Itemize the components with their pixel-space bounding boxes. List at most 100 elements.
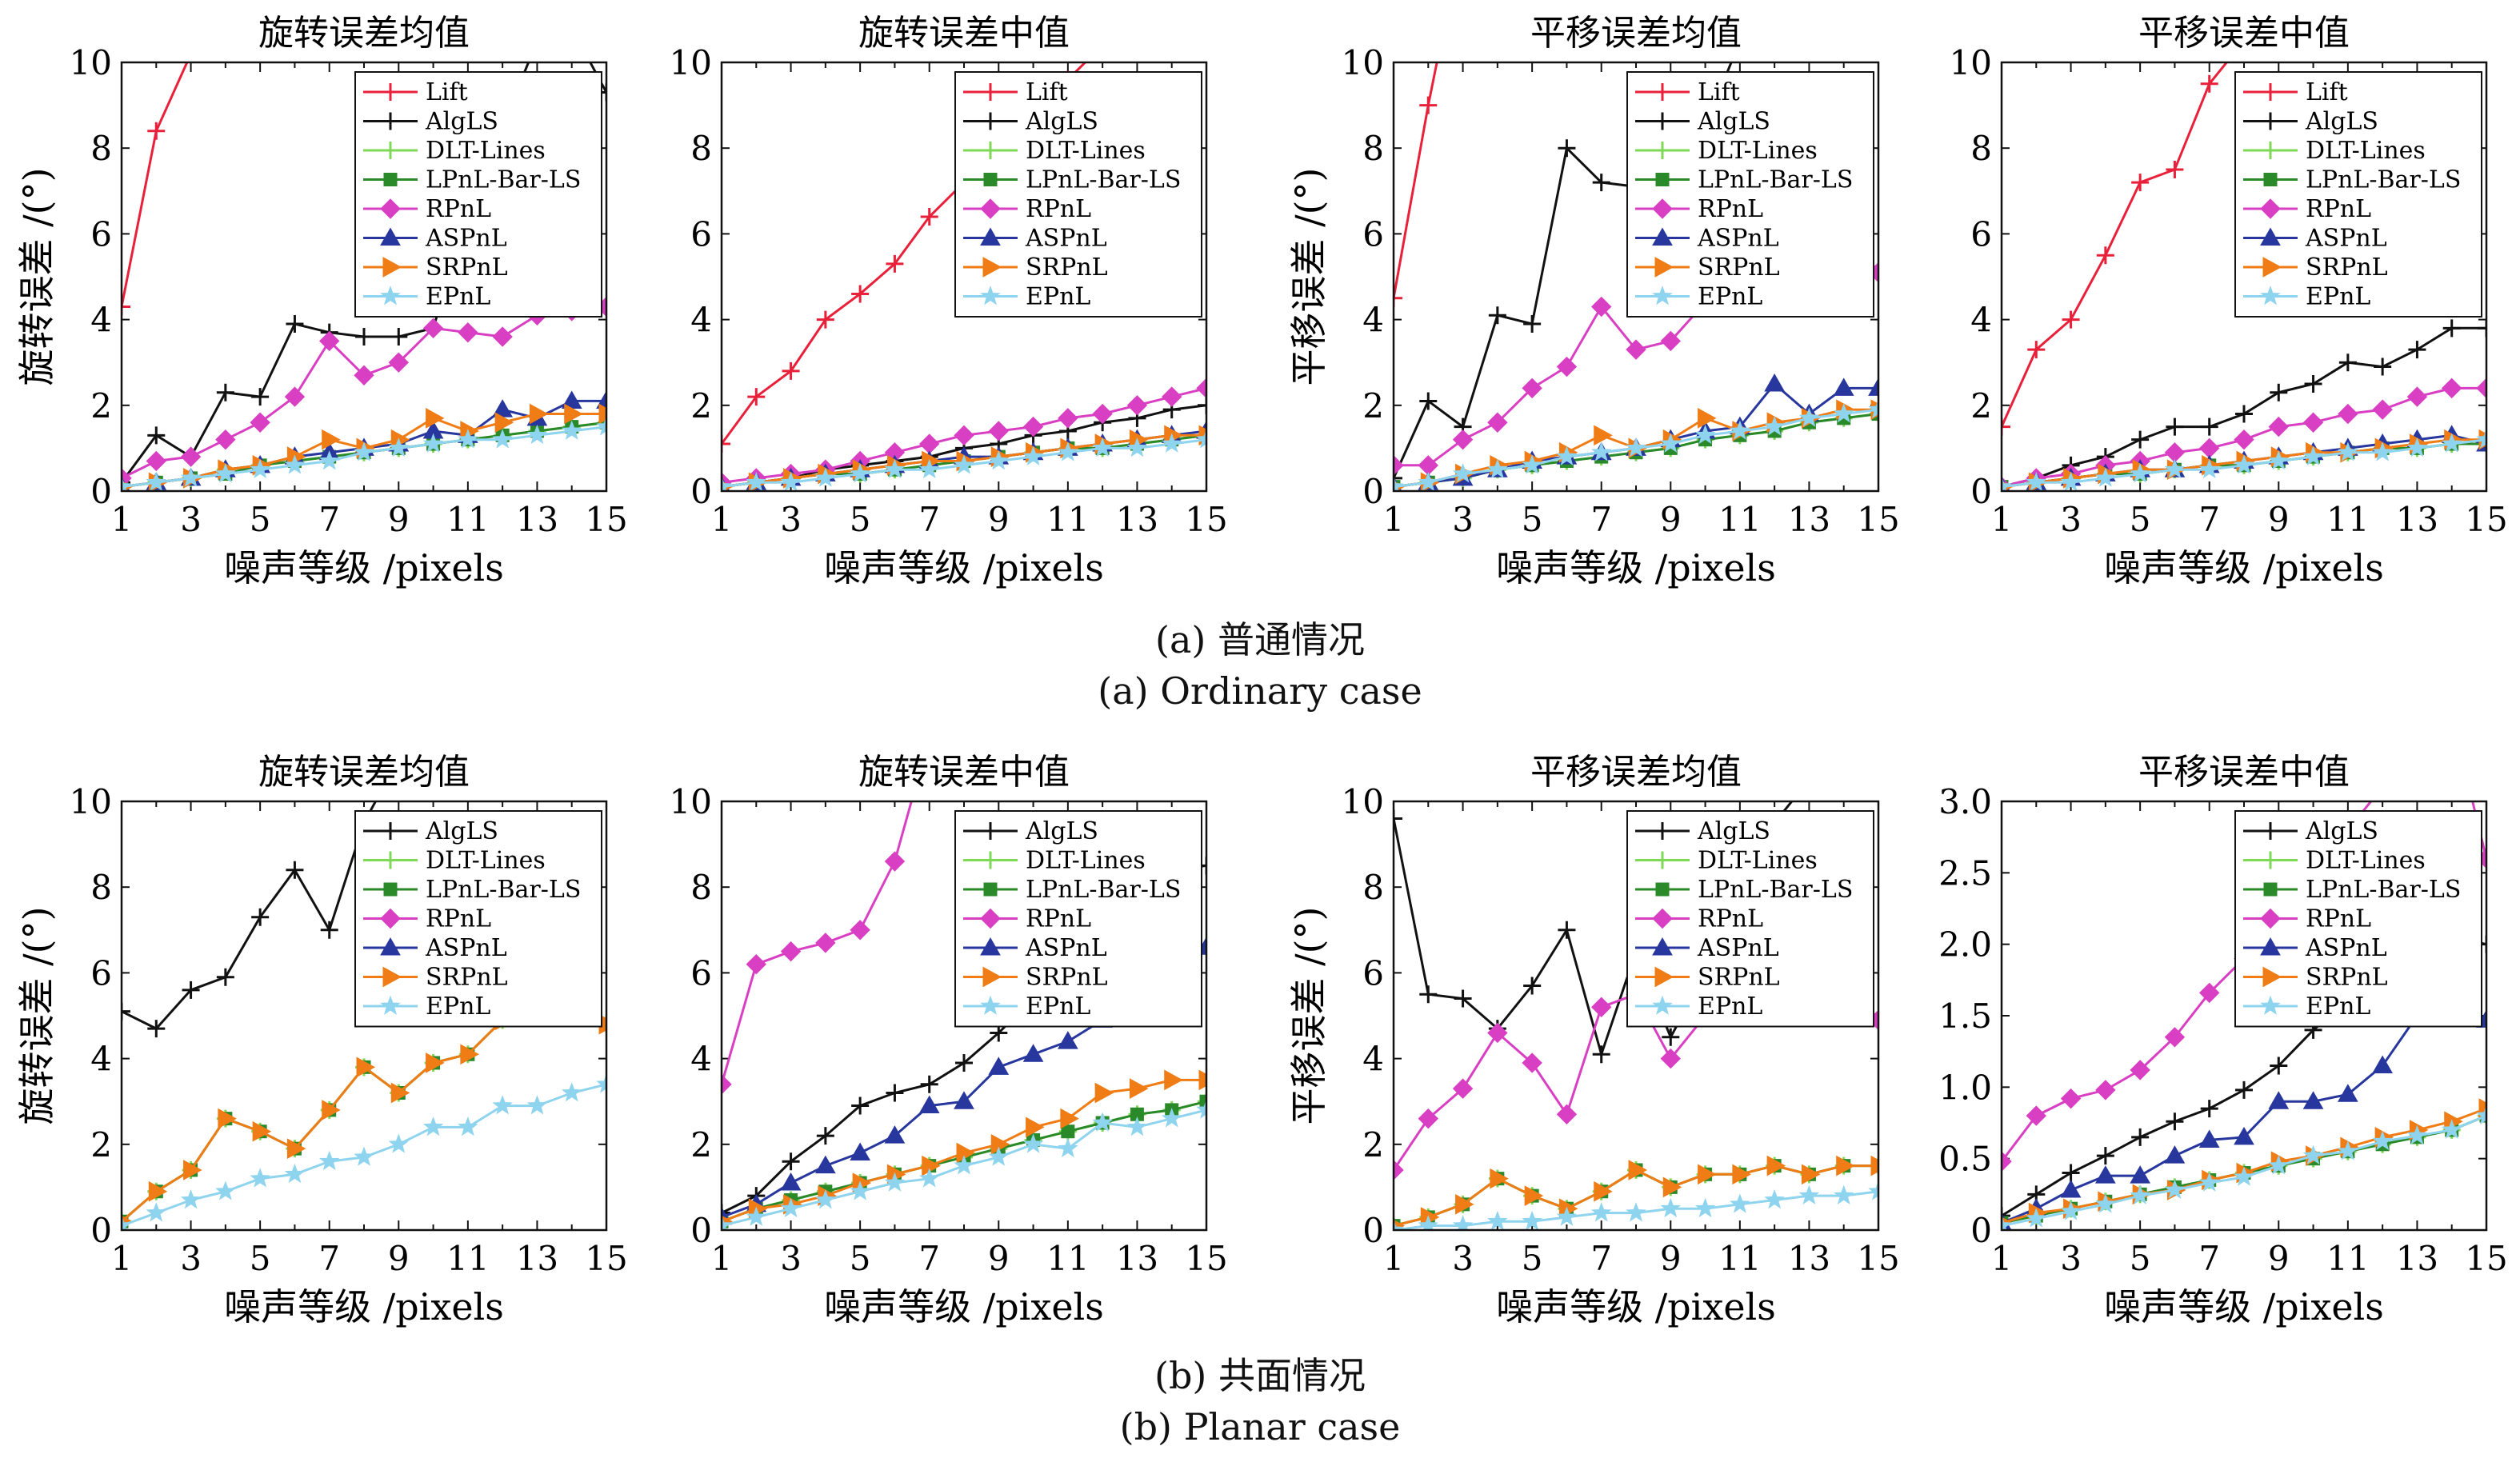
- data-point: [2270, 383, 2288, 401]
- data-point: [596, 1073, 606, 1093]
- data-point: [1061, 1124, 1075, 1139]
- data-point: [190, 62, 193, 63]
- x-tick-label: 1: [1991, 1239, 2013, 1278]
- y-tick-label: 8: [90, 129, 112, 168]
- legend-marker: [2263, 173, 2278, 186]
- legend-marker: [1652, 198, 1673, 219]
- data-point: [2302, 1144, 2324, 1164]
- data-point: [354, 406, 374, 423]
- data-point: [722, 476, 732, 491]
- data-point: [122, 476, 132, 491]
- x-tick-label: 15: [1857, 1239, 1899, 1278]
- y-tick-label: 6: [1362, 214, 1384, 254]
- data-point: [146, 450, 166, 472]
- data-point: [722, 1204, 730, 1222]
- data-point: [920, 207, 938, 226]
- data-point: [920, 1075, 938, 1093]
- data-point: [2268, 1155, 2290, 1175]
- y-tick-label: 6: [690, 953, 712, 993]
- data-point: [922, 1155, 941, 1176]
- data-point: [2164, 1145, 2186, 1164]
- data-point: [492, 326, 513, 347]
- legend-label: ASPnL: [425, 225, 507, 253]
- data-point: [526, 1095, 548, 1115]
- x-tick-label: 11: [2326, 1239, 2369, 1278]
- legend-label: AlgLS: [1697, 817, 1770, 845]
- y-tick-label: 0: [690, 472, 712, 511]
- legend-marker: [1652, 995, 1673, 1015]
- data-point: [2374, 358, 2392, 376]
- x-tick-label: 15: [1185, 500, 1227, 539]
- legend-marker: [1654, 83, 1671, 101]
- data-point: [1556, 1104, 1578, 1124]
- data-point: [1092, 1112, 1113, 1132]
- data-point: [954, 425, 974, 446]
- data-point: [2235, 1081, 2253, 1099]
- legend-label: RPnL: [2306, 905, 2371, 933]
- data-point: [815, 1189, 836, 1209]
- legend-label: AlgLS: [425, 817, 498, 845]
- data-point: [2200, 74, 2218, 93]
- legend-label: EPnL: [1698, 993, 1762, 1021]
- legend-label: Lift: [426, 78, 468, 106]
- legend-marker: [982, 851, 999, 869]
- x-tick-label: 7: [318, 1239, 340, 1278]
- x-axis-label: 噪声等级 /pixels: [2104, 1285, 2384, 1328]
- data-point: [1196, 1099, 1206, 1119]
- legend-label: RPnL: [426, 905, 491, 933]
- legend-marker: [1654, 142, 1671, 159]
- data-point: [1662, 1176, 1682, 1198]
- legend-label: DLT-Lines: [1026, 847, 1146, 875]
- legend-marker: [2262, 112, 2279, 130]
- legend-label: EPnL: [426, 283, 490, 311]
- legend-marker: [1655, 173, 1670, 186]
- data-point: [1092, 437, 1113, 457]
- y-tick-label: 3.0: [1938, 782, 1992, 821]
- data-point: [252, 1120, 272, 1142]
- y-tick-label: 8: [1362, 129, 1384, 168]
- x-tick-label: 11: [2326, 500, 2369, 539]
- data-point: [2130, 463, 2150, 483]
- data-point: [1591, 296, 1612, 318]
- x-tick-label: 5: [2130, 1239, 2151, 1278]
- legend-label: RPnL: [1698, 195, 1763, 223]
- x-tick-label: 15: [1857, 500, 1899, 539]
- legend-marker: [1654, 257, 1674, 278]
- x-tick-label: 13: [1788, 500, 1830, 539]
- legend-label: EPnL: [2306, 993, 2370, 1021]
- data-point: [250, 458, 270, 479]
- legend-label: AlgLS: [1025, 108, 1098, 136]
- x-tick-label: 11: [446, 1239, 489, 1278]
- plot-area: [722, 62, 1206, 491]
- data-point: [2234, 1126, 2254, 1145]
- data-point: [388, 352, 409, 373]
- data-point: [322, 1100, 341, 1120]
- plot-frame: [120, 61, 608, 493]
- legend-marker: [982, 966, 1002, 988]
- legend-marker: [1654, 822, 1671, 840]
- data-point: [886, 254, 904, 273]
- data-point: [850, 920, 870, 941]
- x-tick-label: 9: [2268, 500, 2290, 539]
- data-point: [2200, 1100, 2218, 1118]
- y-tick-label: 0: [90, 472, 112, 511]
- y-tick-label: 2: [690, 1125, 712, 1164]
- chart-title: 平移误差均值: [1530, 13, 1742, 54]
- legend-marker: [2260, 227, 2281, 246]
- y-tick-label: 6: [690, 214, 712, 254]
- data-point: [422, 433, 444, 453]
- data-point: [1094, 1082, 1114, 1104]
- legend-marker: [2260, 286, 2281, 306]
- series-line: [2002, 62, 2229, 428]
- data-point: [1418, 471, 1439, 491]
- data-point: [2234, 454, 2254, 474]
- legend-label: DLT-Lines: [1026, 137, 1146, 165]
- legend-marker: [2262, 257, 2282, 278]
- chart-title: 旋转误差均值: [258, 13, 470, 54]
- data-point: [2302, 412, 2324, 433]
- data-point: [216, 383, 234, 401]
- data-point: [1590, 441, 1612, 461]
- x-axis-label: 噪声等级 /pixels: [824, 546, 1104, 589]
